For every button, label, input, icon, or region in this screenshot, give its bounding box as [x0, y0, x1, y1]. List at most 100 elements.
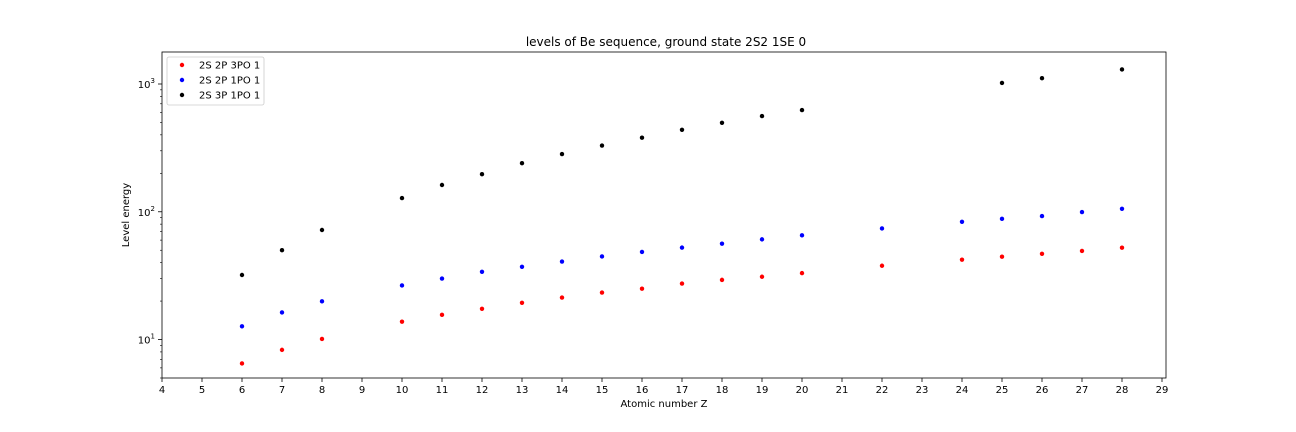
x-tick-label: 9 [359, 385, 365, 396]
data-point [399, 195, 405, 201]
legend-label: 2S 2P 3PO 1 [199, 61, 260, 72]
x-tick-label: 6 [239, 385, 245, 396]
x-tick-label: 10 [396, 385, 409, 396]
x-axis-label: Atomic number Z [621, 399, 708, 410]
legend-marker [179, 62, 185, 68]
data-point [439, 182, 445, 188]
data-point [1039, 213, 1045, 219]
x-tick-label: 28 [1116, 385, 1129, 396]
x-tick-label: 11 [436, 385, 449, 396]
x-tick-label: 20 [796, 385, 809, 396]
data-point [439, 312, 445, 318]
data-point [399, 319, 405, 324]
data-point [239, 272, 245, 278]
x-tick-label: 8 [319, 385, 325, 396]
x-tick-label: 5 [199, 385, 205, 396]
data-point [559, 259, 565, 264]
x-tick-label: 26 [1036, 385, 1049, 396]
x-tick-label: 16 [636, 385, 649, 396]
data-point [759, 274, 765, 279]
data-point [319, 227, 325, 233]
y-tick-label: 103 [138, 77, 155, 91]
data-point [319, 336, 325, 342]
y-tick-label: 102 [138, 205, 155, 219]
data-point [639, 249, 645, 255]
data-point [719, 241, 725, 246]
data-point [319, 299, 325, 304]
legend: 2S 2P 3PO 1 2S 2P 1PO 1 2S 3P 1PO 1 [166, 56, 265, 106]
x-tick-label: 15 [596, 385, 609, 396]
x-tick-label: 13 [516, 385, 529, 396]
data-point [519, 160, 525, 166]
x-tick-label: 14 [556, 385, 569, 396]
data-point [639, 135, 645, 140]
data-point [479, 171, 485, 177]
data-point [999, 254, 1005, 259]
data-point [879, 226, 885, 231]
x-tick-label: 29 [1156, 385, 1169, 396]
data-point [1039, 76, 1045, 81]
data-point [399, 283, 405, 288]
data-point [639, 286, 645, 291]
y-tick-base: 10 [138, 80, 151, 91]
x-tick-label: 24 [956, 385, 969, 396]
data-point [799, 270, 805, 276]
data-point [1119, 67, 1125, 72]
data-point [759, 113, 765, 119]
plot-marks [239, 67, 1125, 366]
y-axis-label: Level energy [121, 183, 132, 248]
data-point [599, 143, 605, 148]
data-point [599, 254, 605, 259]
plot-frame [161, 51, 1167, 379]
y-tick-label: 101 [138, 333, 155, 347]
data-point [759, 237, 765, 242]
x-tick-label: 18 [716, 385, 729, 396]
x-tick-label: 12 [476, 385, 489, 396]
x-tick-label: 25 [996, 385, 1009, 396]
data-point [999, 80, 1005, 86]
data-point [519, 264, 525, 269]
data-point [879, 263, 885, 268]
data-point [1119, 206, 1125, 211]
data-point [279, 347, 285, 353]
x-tick-label: 7 [279, 385, 285, 396]
legend-label: 2S 2P 1PO 1 [199, 76, 260, 87]
x-tick-label: 27 [1076, 385, 1089, 396]
data-point [679, 245, 685, 250]
y-tick-exponent: 3 [151, 77, 155, 85]
data-point [239, 324, 245, 329]
data-point [1079, 248, 1085, 254]
x-tick-label: 17 [676, 385, 689, 396]
chart-title: levels of Be sequence, ground state 2S2 … [526, 35, 806, 49]
legend-label: 2S 3P 1PO 1 [199, 91, 260, 102]
y-tick-base: 10 [138, 208, 151, 219]
data-point [559, 151, 565, 157]
data-point [1119, 245, 1125, 250]
data-point [679, 281, 685, 286]
x-tick-label: 22 [876, 385, 889, 396]
data-point [959, 219, 965, 224]
data-point [719, 277, 725, 283]
legend-marker [179, 92, 185, 98]
data-point [799, 107, 805, 113]
data-point [679, 127, 685, 133]
legend-marker [179, 77, 185, 83]
x-tick-label: 23 [916, 385, 929, 396]
data-point [959, 257, 965, 262]
y-tick-exponent: 2 [151, 205, 155, 213]
data-point [279, 310, 285, 315]
data-point [799, 233, 805, 238]
data-point [439, 276, 445, 281]
data-point [1039, 251, 1045, 256]
y-tick-exponent: 1 [151, 333, 155, 341]
legend-box [166, 56, 265, 106]
data-point [719, 120, 725, 125]
data-point [999, 216, 1005, 222]
data-point [599, 290, 605, 295]
x-tick-label: 19 [756, 385, 769, 396]
data-point [479, 269, 485, 274]
y-tick-base: 10 [138, 336, 151, 347]
data-point [479, 306, 485, 312]
